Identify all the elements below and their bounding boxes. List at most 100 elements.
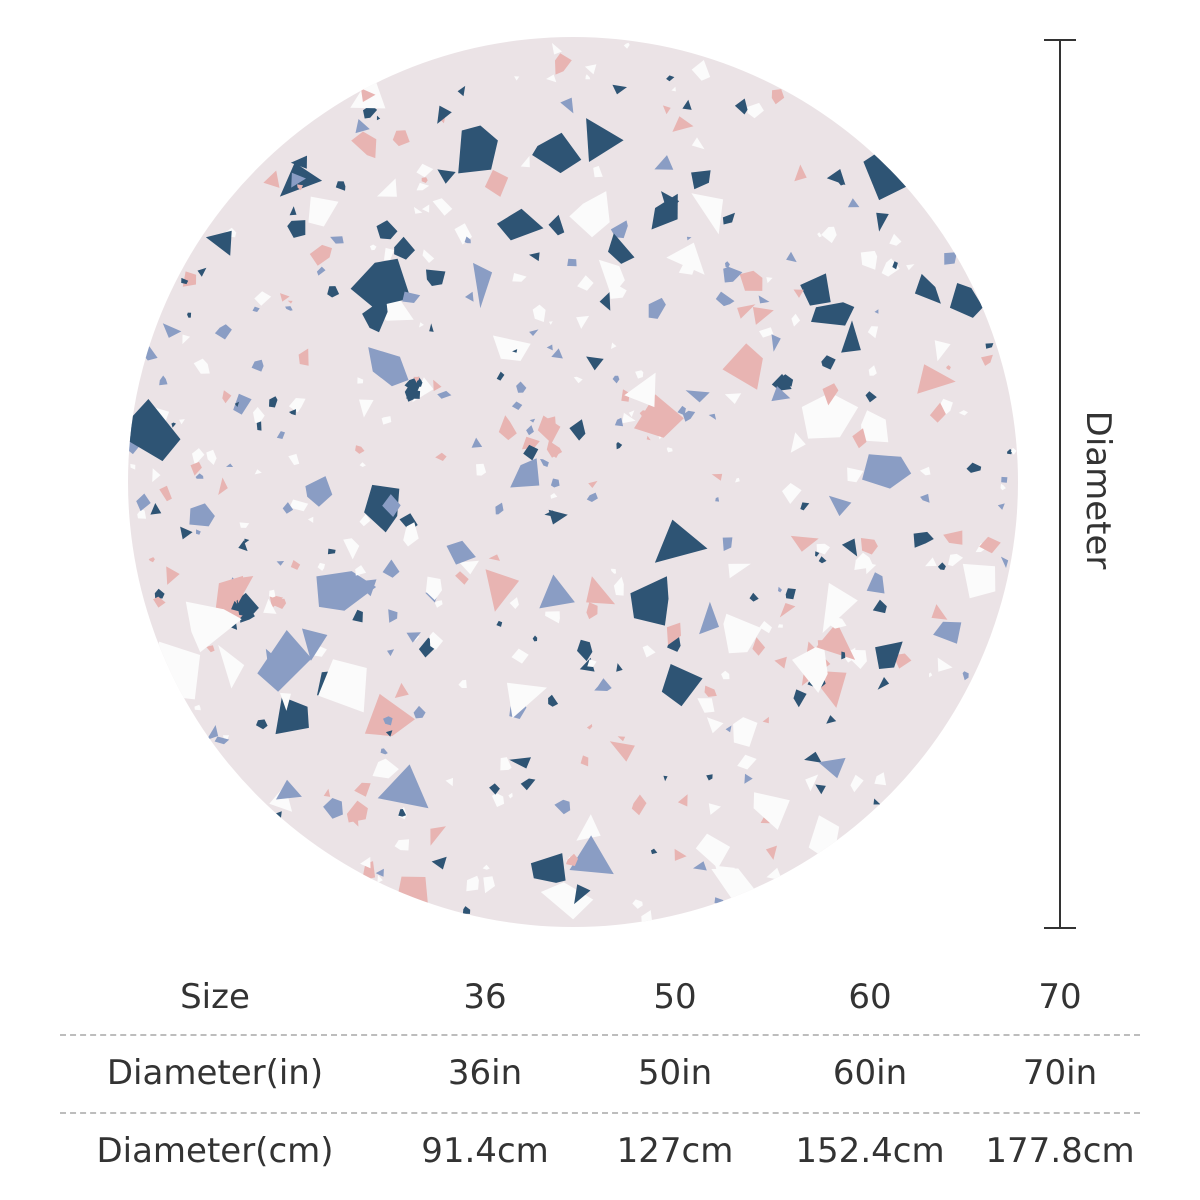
terrazzo-chip <box>359 514 371 527</box>
terrazzo-chip <box>433 379 442 392</box>
terrazzo-chip <box>725 725 732 733</box>
terrazzo-chip <box>785 588 796 600</box>
terrazzo-chip <box>866 572 885 594</box>
terrazzo-chip <box>532 304 546 322</box>
terrazzo-chip <box>632 899 643 909</box>
terrazzo-chip <box>510 458 540 488</box>
terrazzo-chip <box>631 794 647 816</box>
terrazzo-chip <box>699 601 719 635</box>
terrazzo-chip <box>289 206 297 216</box>
terrazzo-chip <box>238 540 248 552</box>
terrazzo-chip <box>850 774 864 793</box>
terrazzo-chip <box>197 267 207 277</box>
terrazzo-chip <box>256 719 268 730</box>
terrazzo-chip <box>663 775 668 782</box>
terrazzo-chip <box>721 670 730 680</box>
terrazzo-chip <box>214 324 232 340</box>
terrazzo-chip <box>874 772 887 786</box>
terrazzo-chip <box>285 306 293 311</box>
row-divider <box>60 1034 1140 1036</box>
terrazzo-chip <box>586 602 598 620</box>
terrazzo-chip <box>195 473 204 479</box>
terrazzo-chip <box>958 410 968 416</box>
terrazzo-chip <box>377 874 383 884</box>
terrazzo-chip <box>352 609 363 623</box>
size-value: 50 <box>653 977 697 1017</box>
terrazzo-chip <box>254 469 262 475</box>
terrazzo-chip <box>473 262 493 309</box>
terrazzo-chip <box>850 649 867 669</box>
terrazzo-chip <box>130 463 136 470</box>
terrazzo-chip <box>708 413 717 420</box>
table-row-diameter-cm: Diameter(cm) 91.4cm 127cm 152.4cm 177.8c… <box>60 1112 1140 1190</box>
terrazzo-chip <box>759 327 774 338</box>
terrazzo-chip <box>724 393 742 404</box>
terrazzo-chip <box>706 774 713 781</box>
terrazzo-chip <box>416 380 423 387</box>
terrazzo-chip <box>290 560 301 570</box>
terrazzo-chip <box>715 291 735 307</box>
terrazzo-chip <box>446 540 476 565</box>
terrazzo-chip <box>666 622 681 645</box>
terrazzo-chip <box>906 264 915 271</box>
diameter-cm-value: 127cm <box>616 1131 734 1171</box>
terrazzo-chip <box>672 116 694 132</box>
diameter-label-text: Diameter <box>1078 410 1118 570</box>
terrazzo-chip <box>744 773 753 784</box>
terrazzo-chip <box>1000 483 1006 491</box>
terrazzo-chip <box>759 621 772 634</box>
terrazzo-chip <box>205 230 232 256</box>
terrazzo-chip <box>677 405 686 416</box>
terrazzo-chip <box>214 736 230 745</box>
terrazzo-chip <box>316 571 377 611</box>
terrazzo-chip <box>735 477 740 483</box>
terrazzo-chip <box>483 876 495 894</box>
terrazzo-chip <box>771 334 781 352</box>
terrazzo-chip <box>137 509 147 519</box>
terrazzo-chip <box>516 381 527 393</box>
terrazzo-chip <box>387 649 395 657</box>
terrazzo-chip <box>749 592 759 602</box>
terrazzo-chip <box>182 334 191 345</box>
terrazzo-chip <box>691 60 711 81</box>
terrazzo-chip <box>586 118 624 162</box>
terrazzo-chip <box>828 495 852 517</box>
terrazzo-chip <box>861 410 889 443</box>
terrazzo-chip <box>728 563 751 579</box>
terrazzo-chip <box>937 562 946 570</box>
terrazzo-chip <box>192 448 205 466</box>
terrazzo-chip <box>392 130 410 147</box>
terrazzo-chip <box>416 163 434 178</box>
terrazzo-chip <box>654 155 674 170</box>
terrazzo-chip <box>413 376 420 384</box>
terrazzo-chip <box>466 875 479 892</box>
terrazzo-chip <box>874 309 879 314</box>
terrazzo-chip <box>666 75 675 82</box>
terrazzo-chip <box>662 105 671 115</box>
terrazzo-chip <box>383 716 393 726</box>
terrazzo-chip <box>308 196 339 227</box>
terrazzo-chip <box>512 349 518 353</box>
terrazzo-chip <box>159 485 172 502</box>
terrazzo-chip <box>569 191 610 238</box>
terrazzo-chip <box>422 249 435 263</box>
terrazzo-chip <box>529 329 539 336</box>
terrazzo-chip <box>359 399 374 418</box>
terrazzo-chip <box>762 716 769 724</box>
terrazzo-chip <box>548 694 559 707</box>
terrazzo-chip <box>920 493 930 503</box>
terrazzo-chip <box>778 586 782 593</box>
terrazzo-chip <box>747 102 764 119</box>
terrazzo-chip <box>551 42 562 55</box>
terrazzo-chip <box>708 803 721 815</box>
terrazzo-chip <box>641 910 653 923</box>
terrazzo-chip <box>962 671 969 681</box>
terrazzo-chip <box>706 717 724 734</box>
terrazzo-chip <box>368 347 409 387</box>
terrazzo-chip <box>981 354 993 366</box>
terrazzo-chip <box>343 538 360 560</box>
terrazzo-chip <box>280 293 290 302</box>
terrazzo-chip <box>790 535 819 552</box>
terrazzo-chip <box>585 74 591 80</box>
terrazzo-chip <box>617 736 626 742</box>
